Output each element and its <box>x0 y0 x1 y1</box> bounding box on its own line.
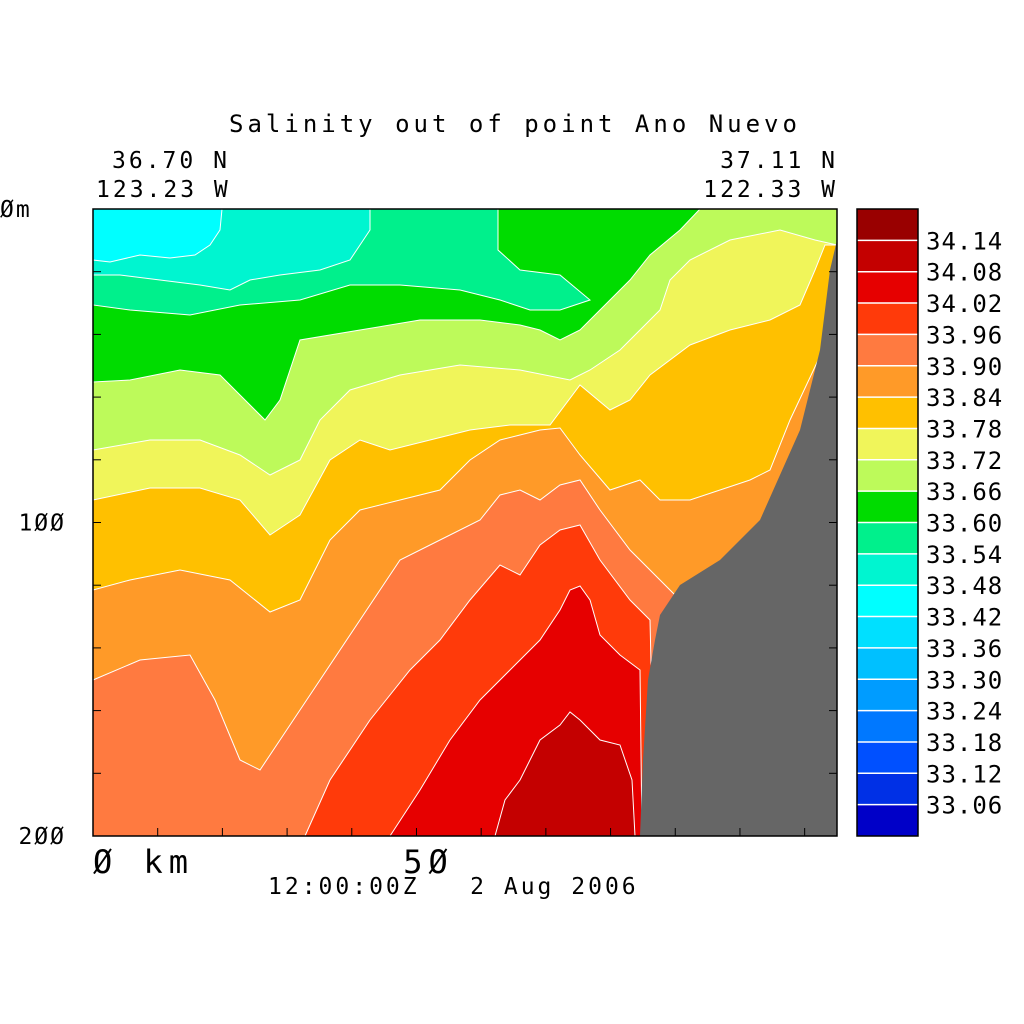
colorbar-label: 34.08 <box>926 259 1003 287</box>
colorbar-label: 34.14 <box>926 227 1003 255</box>
x-axis <box>157 828 806 836</box>
band-34-08 <box>494 711 636 837</box>
colorbar-swatch <box>857 616 918 649</box>
x-tick-label: Ø km <box>93 843 194 881</box>
colorbar-swatch <box>857 804 918 837</box>
colorbar-label: 33.66 <box>926 478 1003 506</box>
colorbar-label: 33.60 <box>926 510 1003 538</box>
start-longitude: 123.23 W <box>96 177 231 203</box>
band-33-48 <box>92 208 223 263</box>
colorbar-swatch <box>857 303 918 335</box>
colorbar-label: 33.24 <box>926 698 1003 726</box>
colorbar <box>856 208 919 837</box>
end-latitude: 37.11 N <box>720 148 838 174</box>
colorbar-swatch <box>857 334 918 367</box>
colorbar-swatch <box>857 679 918 712</box>
y-tick-label: 2ØØ <box>18 824 66 850</box>
colorbar-swatch <box>857 271 918 304</box>
colorbar-label: 33.42 <box>926 604 1003 632</box>
terrain <box>640 240 837 836</box>
colorbar-label: 33.72 <box>926 447 1003 475</box>
colorbar-label: 33.90 <box>926 353 1003 381</box>
colorbar-swatch <box>857 522 918 555</box>
colorbar-swatch <box>857 459 918 492</box>
start-latitude: 36.70 N <box>112 148 230 174</box>
colorbar-label: 33.30 <box>926 666 1003 694</box>
plot-area <box>92 208 838 837</box>
colorbar-label: 33.84 <box>926 384 1003 412</box>
colorbar-swatch <box>857 585 918 618</box>
colorbar-label: 33.18 <box>926 729 1003 757</box>
colorbar-swatch <box>857 397 918 429</box>
colorbar-swatch <box>857 773 918 806</box>
end-longitude: 122.33 W <box>703 177 838 203</box>
colorbar-label: 33.36 <box>926 635 1003 663</box>
colorbar-label: 33.54 <box>926 541 1003 569</box>
colorbar-swatch <box>857 491 918 523</box>
colorbar-swatch <box>857 209 918 241</box>
y-axis <box>93 271 837 774</box>
colorbar-swatch <box>857 365 918 398</box>
colorbar-swatch <box>857 741 918 774</box>
colorbar-swatch <box>857 428 918 461</box>
y-tick-label: 1ØØ <box>18 511 66 537</box>
colorbar-label: 33.48 <box>926 572 1003 600</box>
colorbar-swatch <box>857 710 918 743</box>
y-tick-label: Øm <box>0 197 32 223</box>
y-tick-labels: Øm 1ØØ 2ØØ <box>0 197 66 850</box>
colorbar-swatch <box>857 553 918 586</box>
x-tick-labels: Ø km 5Ø <box>93 843 454 881</box>
colorbar-label: 33.12 <box>926 760 1003 788</box>
colorbar-labels: 34.14 34.08 34.02 33.96 33.90 33.84 33.78 33.72… <box>926 227 1003 820</box>
x-tick-label: 5Ø <box>403 843 454 881</box>
colorbar-label: 33.96 <box>926 321 1003 349</box>
colorbar-frame <box>856 208 919 837</box>
colorbar-label: 33.06 <box>926 792 1003 820</box>
colorbar-swatch <box>857 647 918 680</box>
colorbar-label: 33.78 <box>926 415 1003 443</box>
colorbar-swatch <box>857 240 918 273</box>
colorbar-label: 34.02 <box>926 290 1003 318</box>
chart-title: Salinity out of point Ano Nuevo <box>229 110 801 138</box>
timestamp: 12:00:00Z 2 Aug 2006 <box>268 874 639 900</box>
